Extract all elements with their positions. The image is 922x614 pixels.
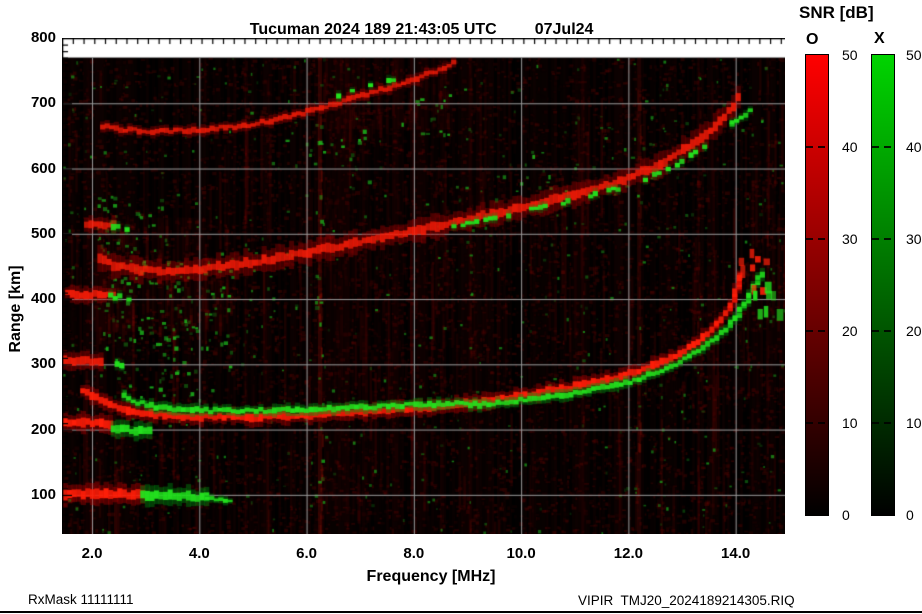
x-tick-label: 12.0 — [613, 545, 643, 562]
colorbar-tick-mark — [806, 146, 813, 148]
colorbar-o-gradient — [805, 54, 829, 516]
colorbar-tick-mark — [806, 330, 813, 332]
colorbar-tick-mark — [884, 238, 891, 240]
rxmask-text: RxMask 11111111 — [28, 592, 134, 607]
colorbar-tick-label: 30 — [842, 231, 858, 247]
colorbar-tick-label: 30 — [906, 231, 922, 247]
colorbar-tick-mark — [884, 422, 891, 424]
x-tick-label: 14.0 — [721, 545, 751, 562]
colorbar-tick-mark — [818, 330, 825, 332]
colorbar-tick-mark — [872, 330, 879, 332]
ionogram-plot-area — [62, 38, 785, 534]
colorbar-tick-mark — [872, 238, 879, 240]
colorbar-tick-mark — [818, 422, 825, 424]
colorbar-tick-mark — [884, 146, 891, 148]
plot-title-row: Tucuman 2024 189 21:43:05 UTC 07Jul24 — [232, 3, 594, 57]
y-tick-label: 800 — [30, 29, 56, 46]
colorbar-tick-mark — [806, 238, 813, 240]
colorbar-o-label: O — [806, 31, 819, 48]
colorbar-tick-mark — [818, 238, 825, 240]
x-tick-label: 6.0 — [296, 545, 317, 562]
filename-text: VIPIR TMJ20_2024189214305.RIQ — [578, 593, 795, 608]
colorbar-title: SNR [dB] — [799, 3, 874, 22]
y-tick-label: 700 — [30, 94, 56, 112]
colorbar-tick-label: 40 — [906, 139, 922, 155]
y-tick-label: 400 — [30, 290, 56, 308]
colorbar-tick-label: 20 — [906, 323, 922, 339]
colorbar-tick-mark — [806, 422, 813, 424]
colorbar-tick-label: 0 — [842, 507, 850, 523]
colorbar-tick-label: 10 — [842, 415, 858, 431]
colorbar-tick-label: 10 — [906, 415, 922, 431]
x-tick-label: 2.0 — [81, 545, 103, 562]
x-tick-label: 8.0 — [403, 545, 425, 562]
colorbar-x-label: X — [874, 30, 885, 47]
colorbar-tick-mark — [872, 422, 879, 424]
x-axis-title: Frequency [MHz] — [366, 568, 496, 585]
colorbar-tick-mark — [818, 146, 825, 148]
y-tick-label: 200 — [30, 420, 56, 438]
x-tick-label: 4.0 — [188, 545, 210, 562]
y-tick-label: 600 — [30, 159, 56, 177]
plot-title: Tucuman 2024 189 21:43:05 UTC — [249, 21, 497, 38]
y-tick-label: 500 — [30, 224, 56, 242]
plot-date: 07Jul24 — [534, 21, 594, 38]
colorbar-tick-label: 50 — [906, 47, 922, 63]
colorbar-tick-label: 50 — [842, 47, 858, 63]
colorbar-tick-label: 40 — [842, 139, 858, 155]
colorbar-tick-mark — [884, 330, 891, 332]
colorbar-tick-label: 20 — [842, 323, 858, 339]
colorbar-x-gradient — [871, 54, 895, 516]
colorbar-tick-label: 0 — [906, 507, 914, 523]
colorbar-tick-mark — [872, 146, 879, 148]
y-tick-label: 100 — [30, 485, 56, 503]
y-tick-label: 300 — [30, 355, 56, 373]
bottom-divider — [0, 611, 922, 613]
x-tick-label: 10.0 — [506, 545, 536, 562]
